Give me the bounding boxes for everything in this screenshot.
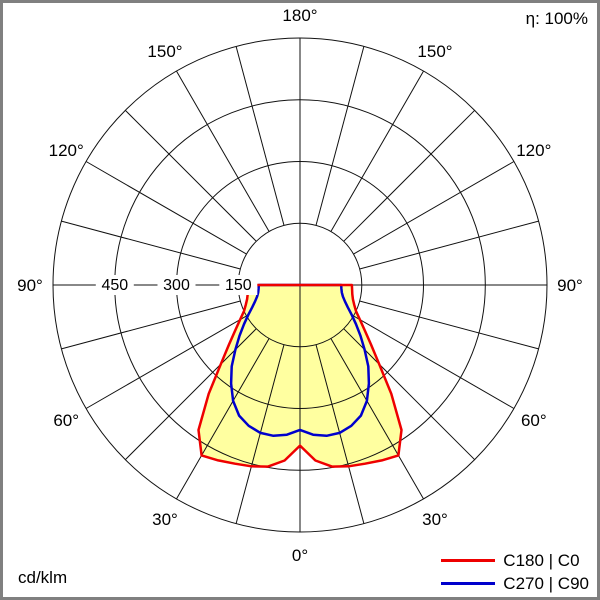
radial-tick-labels: 150 300 450 bbox=[95, 275, 258, 295]
angle-label: 0° bbox=[292, 546, 308, 565]
polar-grid bbox=[52, 37, 548, 533]
radial-tick-label: 150 bbox=[225, 277, 252, 294]
angle-label: 90° bbox=[557, 276, 583, 295]
angle-label: 180° bbox=[282, 6, 317, 25]
radial-tick-label: 450 bbox=[101, 277, 128, 294]
curve-c270-c90 bbox=[229, 283, 371, 438]
legend: C180 | C0 C270 | C90 bbox=[441, 552, 589, 592]
unit-label: cd/klm bbox=[18, 568, 68, 587]
angle-label: 120° bbox=[49, 141, 84, 160]
legend-swatch-c180-c0 bbox=[441, 559, 496, 562]
angle-label: 90° bbox=[17, 276, 43, 295]
angle-labels: 0° 30° 30° 60° 60° 90° 90° 120° 120° 150° 150° 180° bbox=[17, 6, 583, 565]
angle-label: 30° bbox=[152, 510, 178, 529]
angle-label: 60° bbox=[53, 411, 79, 430]
angle-label: 150° bbox=[147, 42, 182, 61]
polar-chart-canvas: 150 300 450 0° 30° 30° 60° 60° 90° 90° 120° 120° 150… bbox=[17, 6, 583, 565]
angle-label: 60° bbox=[521, 411, 547, 430]
radial-tick-label: 300 bbox=[163, 277, 190, 294]
legend-label-c270-c90: C270 | C90 bbox=[503, 574, 589, 593]
curve-c180-c0 bbox=[197, 283, 403, 468]
angle-label: 30° bbox=[422, 510, 448, 529]
legend-item-c180-c0: C180 | C0 bbox=[441, 551, 580, 570]
legend-swatch-c270-c90 bbox=[441, 582, 496, 585]
legend-label-c180-c0: C180 | C0 bbox=[503, 551, 580, 570]
angle-label: 120° bbox=[516, 141, 551, 160]
angle-label: 150° bbox=[417, 42, 452, 61]
legend-item-c270-c90: C270 | C90 bbox=[441, 575, 589, 592]
efficiency-label: η: 100% bbox=[525, 9, 588, 28]
